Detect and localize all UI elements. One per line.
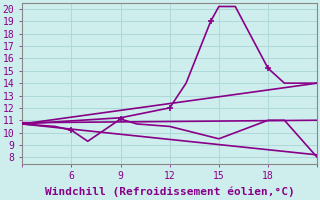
X-axis label: Windchill (Refroidissement éolien,°C): Windchill (Refroidissement éolien,°C) <box>45 187 295 197</box>
